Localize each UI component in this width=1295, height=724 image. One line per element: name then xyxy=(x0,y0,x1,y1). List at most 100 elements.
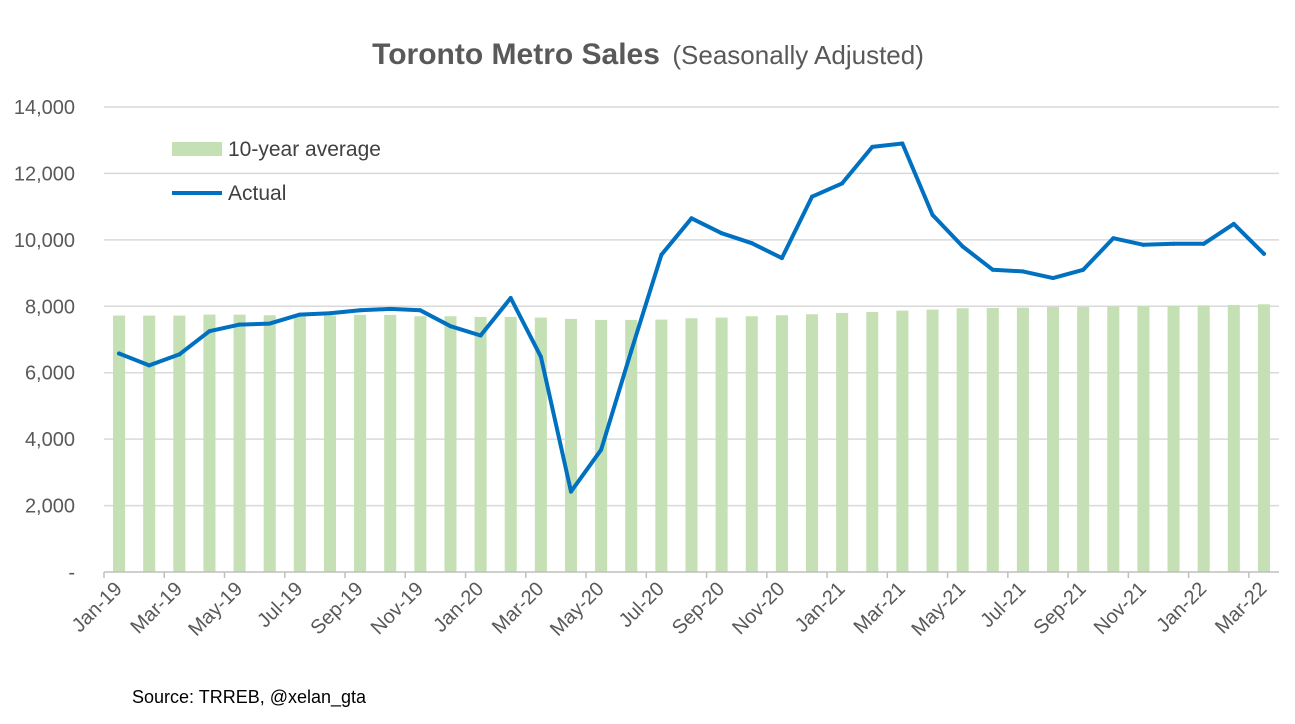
actual-point xyxy=(719,231,724,236)
bar xyxy=(474,316,487,572)
y-tick-label: 12,000 xyxy=(14,163,75,185)
actual-point xyxy=(297,312,302,317)
bar xyxy=(866,311,879,572)
line-series xyxy=(117,141,1266,494)
actual-point xyxy=(478,333,483,338)
x-tick-label: May-21 xyxy=(907,578,970,641)
x-tick-label: Jan-19 xyxy=(68,578,127,637)
actual-point xyxy=(237,322,242,327)
bar xyxy=(143,315,156,572)
chart-title-main: Toronto Metro Sales xyxy=(372,38,660,71)
legend: 10-year average Actual xyxy=(172,138,381,205)
y-tick-label: 10,000 xyxy=(14,230,75,252)
x-tick-label: Mar-20 xyxy=(488,578,548,638)
x-tick-label: May-20 xyxy=(546,578,609,641)
y-tick-label: 2,000 xyxy=(25,496,75,518)
legend-label-10-year-average: 10-year average xyxy=(228,138,381,161)
bar xyxy=(685,318,698,572)
x-tick-label: Mar-22 xyxy=(1211,578,1271,638)
bar xyxy=(1016,307,1029,572)
bar xyxy=(1077,306,1090,572)
bar xyxy=(1197,305,1210,572)
actual-point xyxy=(538,354,543,359)
bar xyxy=(715,317,728,572)
bar xyxy=(414,316,427,572)
bar xyxy=(504,316,517,572)
bar xyxy=(233,314,246,572)
y-tick-label: 4,000 xyxy=(25,429,75,451)
y-tick-label: 6,000 xyxy=(25,363,75,385)
x-tick-label: Sep-19 xyxy=(306,578,367,639)
y-axis-ticks: - 2,000 4,000 6,000 8,000 10,000 12,000 14,000 xyxy=(14,97,75,584)
actual-point xyxy=(448,324,453,329)
actual-point xyxy=(749,241,754,246)
bar xyxy=(745,316,758,572)
bar xyxy=(775,315,788,572)
source-note: Source: TRREB, @xelan_gta xyxy=(132,687,367,708)
bar xyxy=(354,314,367,572)
actual-point xyxy=(779,256,784,261)
actual-point xyxy=(388,306,393,311)
actual-point xyxy=(1081,267,1086,272)
actual-point xyxy=(147,363,152,368)
actual-point xyxy=(689,216,694,221)
y-tick-label: - xyxy=(68,562,75,584)
bar xyxy=(836,312,849,572)
actual-point xyxy=(810,194,815,199)
actual-point xyxy=(840,181,845,186)
bar xyxy=(384,314,397,572)
actual-point xyxy=(327,311,332,316)
actual-point xyxy=(568,489,573,494)
actual-point xyxy=(1020,269,1025,274)
actual-point xyxy=(207,329,212,334)
y-tick-label: 14,000 xyxy=(14,97,75,119)
actual-point xyxy=(117,351,122,356)
bar xyxy=(1047,306,1060,572)
actual-point xyxy=(629,349,634,354)
bar xyxy=(1107,306,1120,572)
bar xyxy=(203,314,216,572)
actual-point xyxy=(1051,276,1056,281)
x-tick-label: Mar-21 xyxy=(850,578,910,638)
actual-point xyxy=(1111,236,1116,241)
x-tick-label: Sep-20 xyxy=(668,578,729,639)
bar xyxy=(805,314,819,572)
actual-point xyxy=(870,144,875,149)
x-tick-label: Nov-20 xyxy=(728,578,789,639)
actual-point xyxy=(1261,251,1266,256)
actual-point xyxy=(659,252,664,257)
chart-title: Toronto Metro Sales (Seasonally Adjusted… xyxy=(372,38,924,71)
actual-point xyxy=(960,244,965,249)
x-tick-label: Sep-21 xyxy=(1030,578,1091,639)
legend-label-actual: Actual xyxy=(228,182,286,205)
actual-point xyxy=(1141,242,1146,247)
bar xyxy=(564,318,578,572)
actual-point xyxy=(1201,241,1206,246)
bar xyxy=(293,315,306,572)
bar xyxy=(926,309,939,572)
x-tick-label: Jul-20 xyxy=(615,578,669,632)
actual-point xyxy=(267,321,272,326)
actual-point xyxy=(900,141,905,146)
x-tick-label: Jul-21 xyxy=(976,578,1030,632)
x-tick-label: Nov-21 xyxy=(1090,578,1151,639)
bar xyxy=(896,310,909,572)
bar xyxy=(1137,305,1150,572)
x-tick-label: May-19 xyxy=(184,578,247,641)
bar xyxy=(534,317,547,572)
bar xyxy=(113,315,126,572)
x-tick-label: Jan-21 xyxy=(791,578,850,637)
bar xyxy=(625,319,638,572)
actual-point xyxy=(990,267,995,272)
actual-point xyxy=(930,212,935,217)
x-tick-label: Nov-19 xyxy=(367,578,428,639)
actual-point xyxy=(358,308,363,313)
actual-point xyxy=(1231,221,1236,226)
bar-series xyxy=(113,304,1270,572)
bar xyxy=(323,315,336,572)
bar xyxy=(986,307,999,572)
bar xyxy=(1227,304,1240,572)
chart-title-subtitle: (Seasonally Adjusted) xyxy=(672,40,923,70)
axes xyxy=(103,571,1279,578)
